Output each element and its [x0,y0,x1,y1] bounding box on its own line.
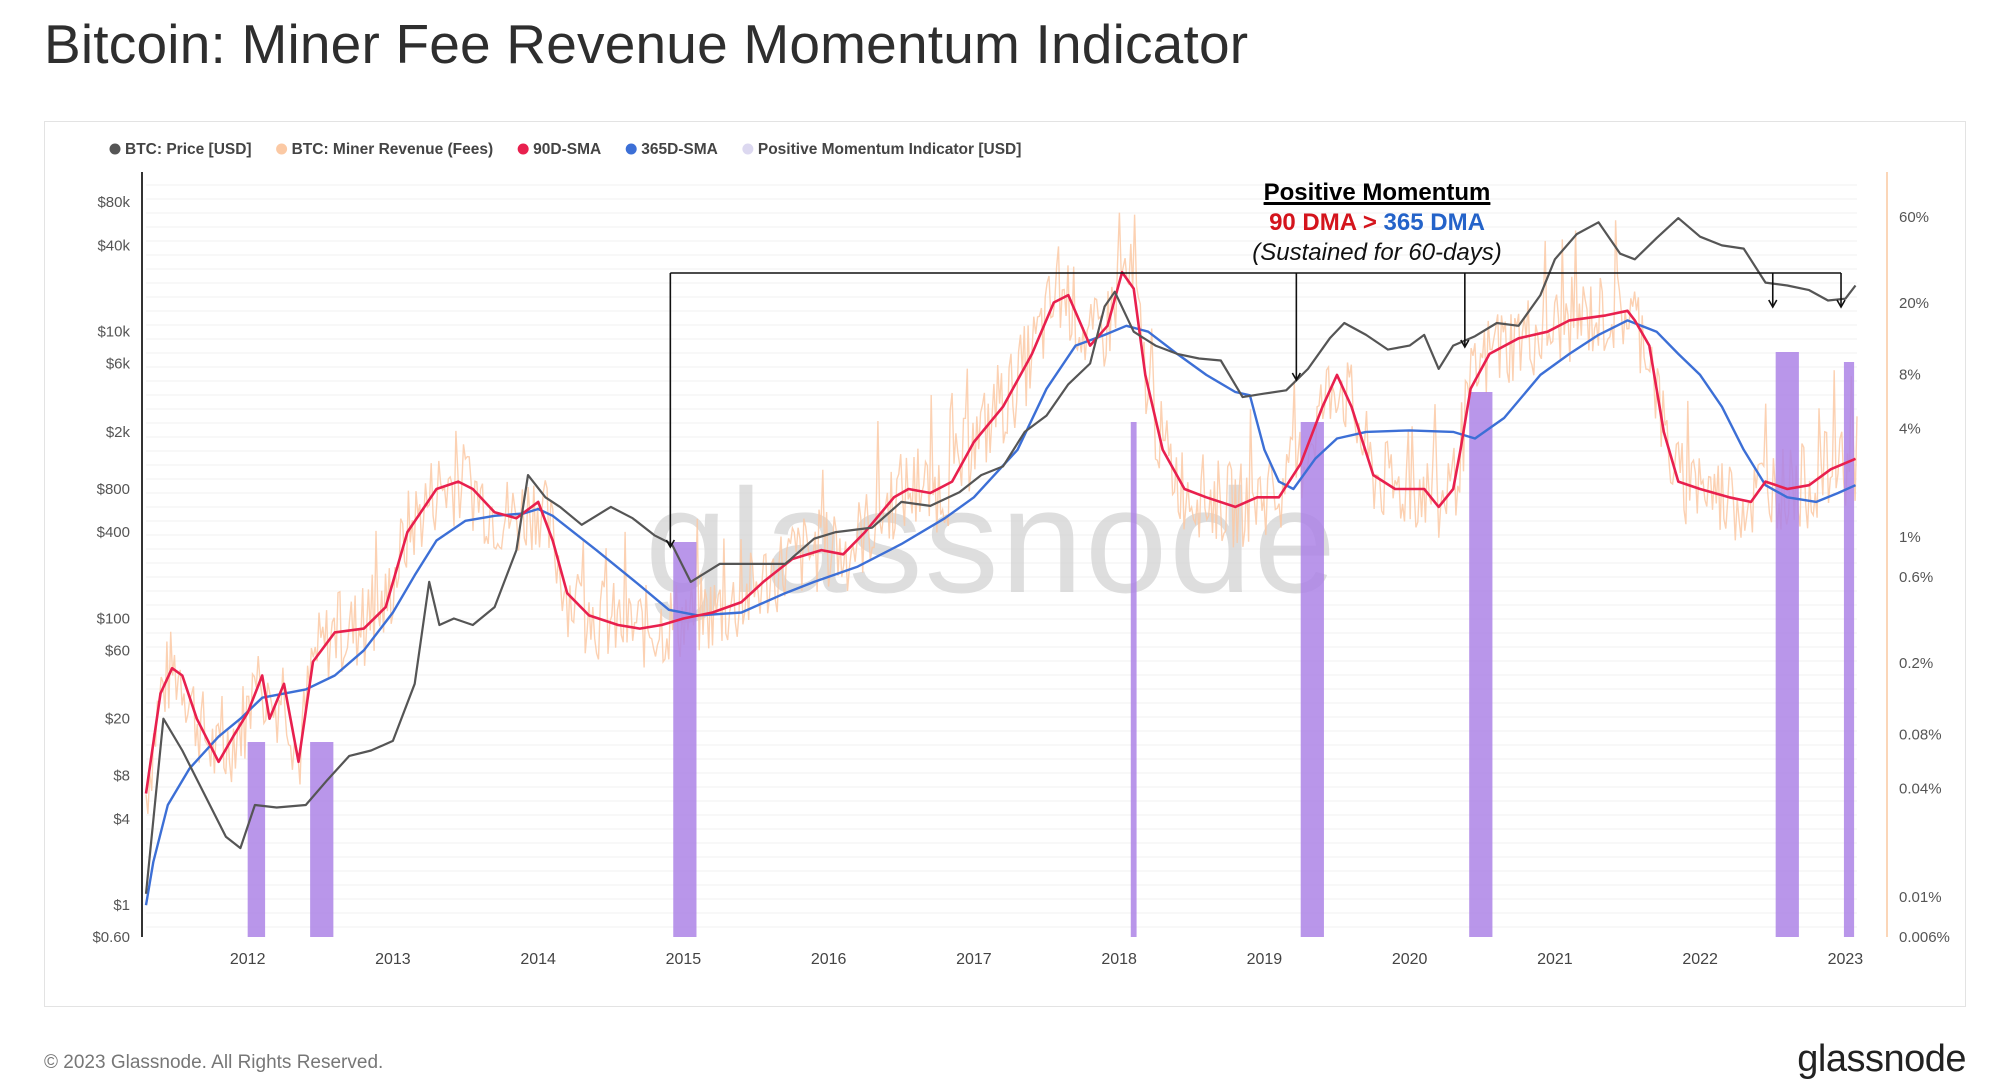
y-right-tick-label: 0.6% [1899,569,1933,586]
x-tick-label: 2022 [1682,951,1718,968]
y-left-tick-label: $0.60 [92,929,130,946]
annotation-condition-90dma: 90 DMA [1269,209,1363,236]
annotation-condition-operator: > [1363,209,1384,236]
sma90-series-line [144,270,1857,794]
y-left-tick-label: $8 [113,768,130,785]
y-right-tick-label: 0.01% [1899,889,1942,906]
sma365-series-line [144,319,1856,906]
y-left-tick-label: $20 [105,711,130,728]
legend-marker-fees [276,143,288,155]
y-right-tick-label: 0.006% [1899,929,1950,946]
y-left-tick-label: $2k [106,424,131,441]
legend-marker-sma365 [625,143,637,155]
momentum-band [1775,352,1799,937]
annotation-arrow-head [665,539,676,549]
x-tick-label: 2018 [1101,951,1137,968]
y-left-tick-label: $100 [97,610,130,627]
momentum-band [247,742,266,937]
y-left-tick-label: $400 [97,524,130,541]
annotation-subtitle: (Sustained for 60-days) [1252,239,1501,266]
y-left-tick-label: $6k [106,356,131,373]
annotation-arrow-head [1291,372,1302,382]
legend-label-fees: BTC: Miner Revenue (Fees) [292,141,494,158]
x-tick-label: 2014 [520,951,556,968]
x-tick-label: 2020 [1392,951,1428,968]
legend-label-price: BTC: Price [USD] [125,141,252,158]
legend-marker-price [109,143,121,155]
y-right-tick-label: 0.04% [1899,781,1942,798]
x-tick-label: 2016 [811,951,847,968]
y-left-tick-label: $10k [97,324,130,341]
momentum-band [1130,422,1137,937]
glassnode-logo: glassnode [1797,1038,1966,1080]
grid-lines [146,184,1857,928]
fees-series-line [145,212,1858,814]
momentum-band [310,742,334,937]
legend-label-sma90: 90D-SMA [533,141,601,158]
y-left-tick-label: $1 [113,897,130,914]
annotation-arrow-head [1768,299,1778,309]
chart-container: glassnode $80k $40k $10k $6k $2k $800 $400 $100 $… [44,121,1966,1007]
y-left-tick-label: $800 [97,481,130,498]
y-left-tick-label: $40k [97,237,130,254]
momentum-band [673,542,697,937]
y-right-tick-label: 8% [1899,366,1921,383]
price-series-line [144,217,1857,894]
copyright-text: © 2023 Glassnode. All Rights Reserved. [44,1052,384,1073]
legend-marker-momentum [742,143,754,155]
y-left-tick-label: $80k [97,194,130,211]
legend-label-sma365: 365D-SMA [641,141,718,158]
annotation-condition-365dma: 365 DMA [1384,209,1485,236]
legend-marker-sma90 [517,143,529,155]
watermark-text: glassnode [645,459,1338,624]
x-tick-label: 2023 [1828,951,1864,968]
annotation-arrow-head [1836,299,1846,309]
momentum-band [1843,362,1855,937]
y-right-tick-label: 0.2% [1899,655,1933,672]
annotation-condition: 90 DMA > 365 DMA [1269,209,1485,236]
x-tick-label: 2015 [666,951,702,968]
y-right-tick-label: 60% [1899,209,1929,226]
x-tick-label: 2019 [1247,951,1283,968]
annotation-title: Positive Momentum [1264,179,1491,206]
page-title: Bitcoin: Miner Fee Revenue Momentum Indi… [44,13,1249,75]
y-right-tick-label: 4% [1899,421,1921,438]
y-right-tick-label: 1% [1899,529,1921,546]
chart-svg: glassnode $80k $40k $10k $6k $2k $800 $400 $100 $… [92,141,1950,968]
y-right-tick-label: 0.08% [1899,726,1942,743]
x-tick-label: 2021 [1537,951,1573,968]
y-right-tick-label: 20% [1899,295,1929,312]
momentum-band [1300,422,1324,937]
y-left-tick-label: $4 [113,811,130,828]
x-tick-label: 2017 [956,951,992,968]
x-tick-label: 2013 [375,951,411,968]
x-tick-label: 2012 [230,951,266,968]
legend-label-momentum: Positive Momentum Indicator [USD] [758,141,1022,158]
annotation-arrow-head [1460,339,1470,349]
momentum-band [1469,392,1493,937]
y-left-tick-label: $60 [105,642,130,659]
